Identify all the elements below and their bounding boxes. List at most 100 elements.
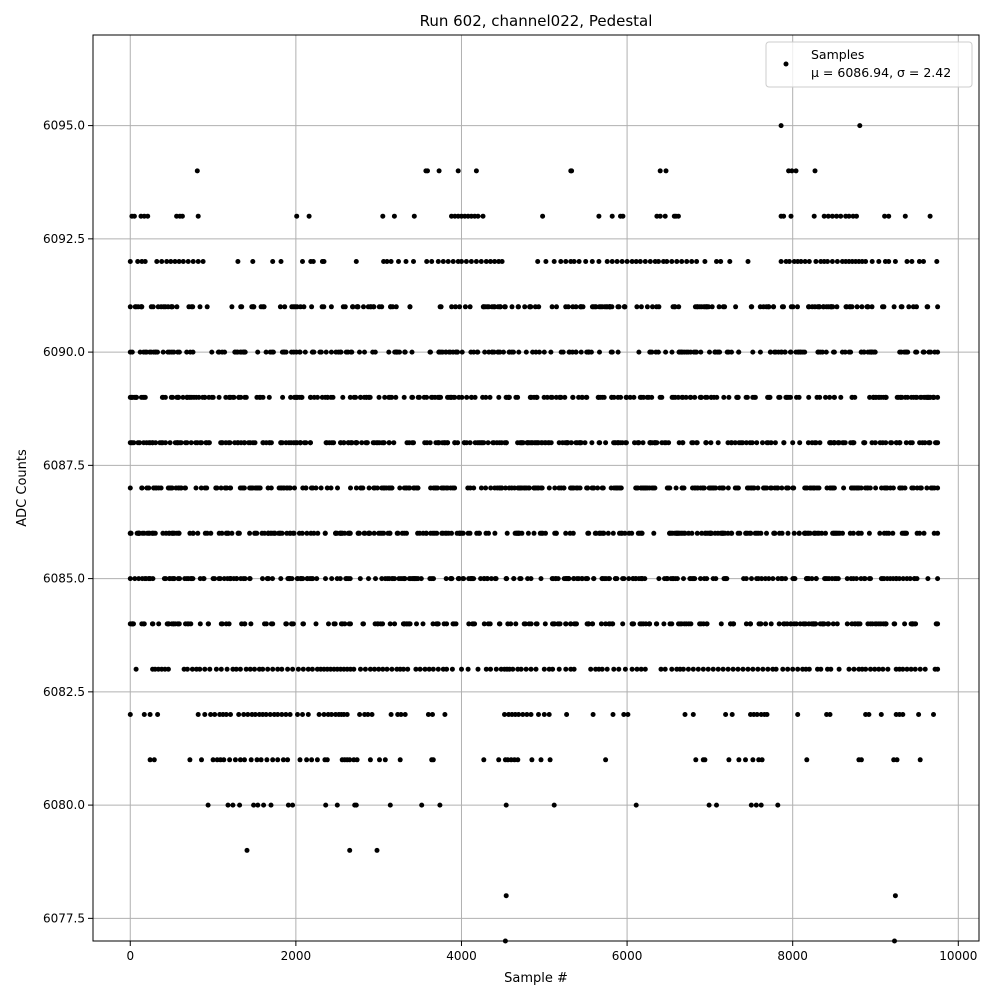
data-point — [676, 304, 682, 310]
data-point — [636, 440, 642, 446]
data-point — [250, 485, 256, 491]
data-point — [436, 168, 442, 174]
data-point — [726, 349, 732, 355]
data-point — [601, 394, 607, 400]
data-point — [198, 485, 204, 491]
data-point — [468, 394, 474, 400]
data-point — [921, 530, 927, 536]
legend-marker — [783, 61, 789, 67]
data-point — [828, 440, 834, 446]
data-point — [695, 666, 701, 672]
data-point — [503, 802, 509, 808]
data-point — [750, 757, 756, 763]
data-point — [278, 259, 284, 264]
data-point — [626, 530, 632, 536]
data-point — [473, 259, 479, 264]
data-point — [821, 304, 827, 310]
data-point — [371, 440, 377, 446]
data-point — [694, 349, 699, 355]
data-point — [308, 394, 314, 400]
data-point — [642, 259, 648, 264]
data-point — [227, 757, 233, 763]
data-point — [791, 485, 797, 491]
data-point — [262, 621, 267, 627]
data-point — [699, 304, 705, 310]
data-point — [305, 666, 311, 672]
data-point — [468, 576, 474, 582]
data-point — [907, 440, 913, 446]
data-point — [533, 621, 539, 627]
data-point — [813, 259, 819, 264]
data-point — [922, 440, 928, 446]
data-point — [127, 304, 133, 310]
data-point — [622, 304, 628, 310]
data-point — [345, 530, 351, 536]
data-point — [343, 576, 349, 582]
data-point — [357, 349, 362, 355]
data-point — [534, 394, 540, 400]
data-point — [728, 621, 733, 627]
data-point — [184, 576, 190, 582]
data-point — [883, 394, 889, 400]
data-point — [260, 394, 266, 400]
data-point — [359, 440, 365, 446]
data-point — [647, 485, 653, 491]
data-point — [452, 440, 458, 446]
data-point — [790, 440, 796, 446]
data-point — [165, 304, 171, 310]
data-point — [758, 802, 764, 808]
data-point — [672, 530, 678, 536]
data-point — [876, 259, 882, 264]
data-point — [593, 304, 599, 310]
data-point — [549, 394, 555, 400]
data-point — [309, 349, 315, 355]
data-point — [703, 440, 709, 446]
data-point — [674, 576, 680, 582]
data-point — [218, 485, 224, 491]
data-point — [340, 304, 346, 310]
data-point — [155, 304, 161, 310]
data-point — [176, 259, 182, 264]
data-point — [445, 259, 451, 264]
data-point — [721, 394, 727, 400]
data-point — [245, 712, 251, 717]
data-point — [552, 485, 558, 491]
data-point — [928, 485, 934, 491]
data-point — [584, 485, 590, 491]
data-point — [131, 213, 137, 219]
data-point — [878, 712, 884, 717]
data-point — [683, 394, 689, 400]
data-point — [441, 485, 447, 491]
data-point — [324, 485, 330, 491]
data-point — [679, 530, 685, 536]
data-point — [830, 621, 836, 627]
data-point — [340, 621, 345, 627]
data-point — [264, 757, 270, 763]
data-point — [634, 485, 640, 491]
data-point — [885, 666, 891, 672]
data-point — [209, 349, 215, 355]
data-point — [186, 621, 192, 627]
data-point — [727, 259, 733, 264]
data-point — [308, 530, 314, 536]
data-point — [226, 394, 232, 400]
data-point — [726, 757, 732, 763]
data-point — [331, 440, 337, 446]
data-point — [689, 530, 695, 536]
data-point — [610, 621, 616, 627]
data-point — [795, 712, 801, 717]
data-point — [287, 530, 293, 536]
data-point — [473, 168, 479, 174]
data-point — [664, 259, 670, 264]
data-point — [483, 666, 489, 672]
data-point — [680, 666, 686, 672]
data-point — [139, 621, 145, 627]
data-point — [197, 440, 203, 446]
data-point — [824, 485, 830, 491]
data-point — [859, 304, 865, 310]
x-tick-label: 8000 — [777, 949, 808, 963]
data-point — [681, 485, 687, 491]
data-point — [904, 666, 910, 672]
data-point — [158, 485, 164, 491]
data-point — [795, 666, 801, 672]
